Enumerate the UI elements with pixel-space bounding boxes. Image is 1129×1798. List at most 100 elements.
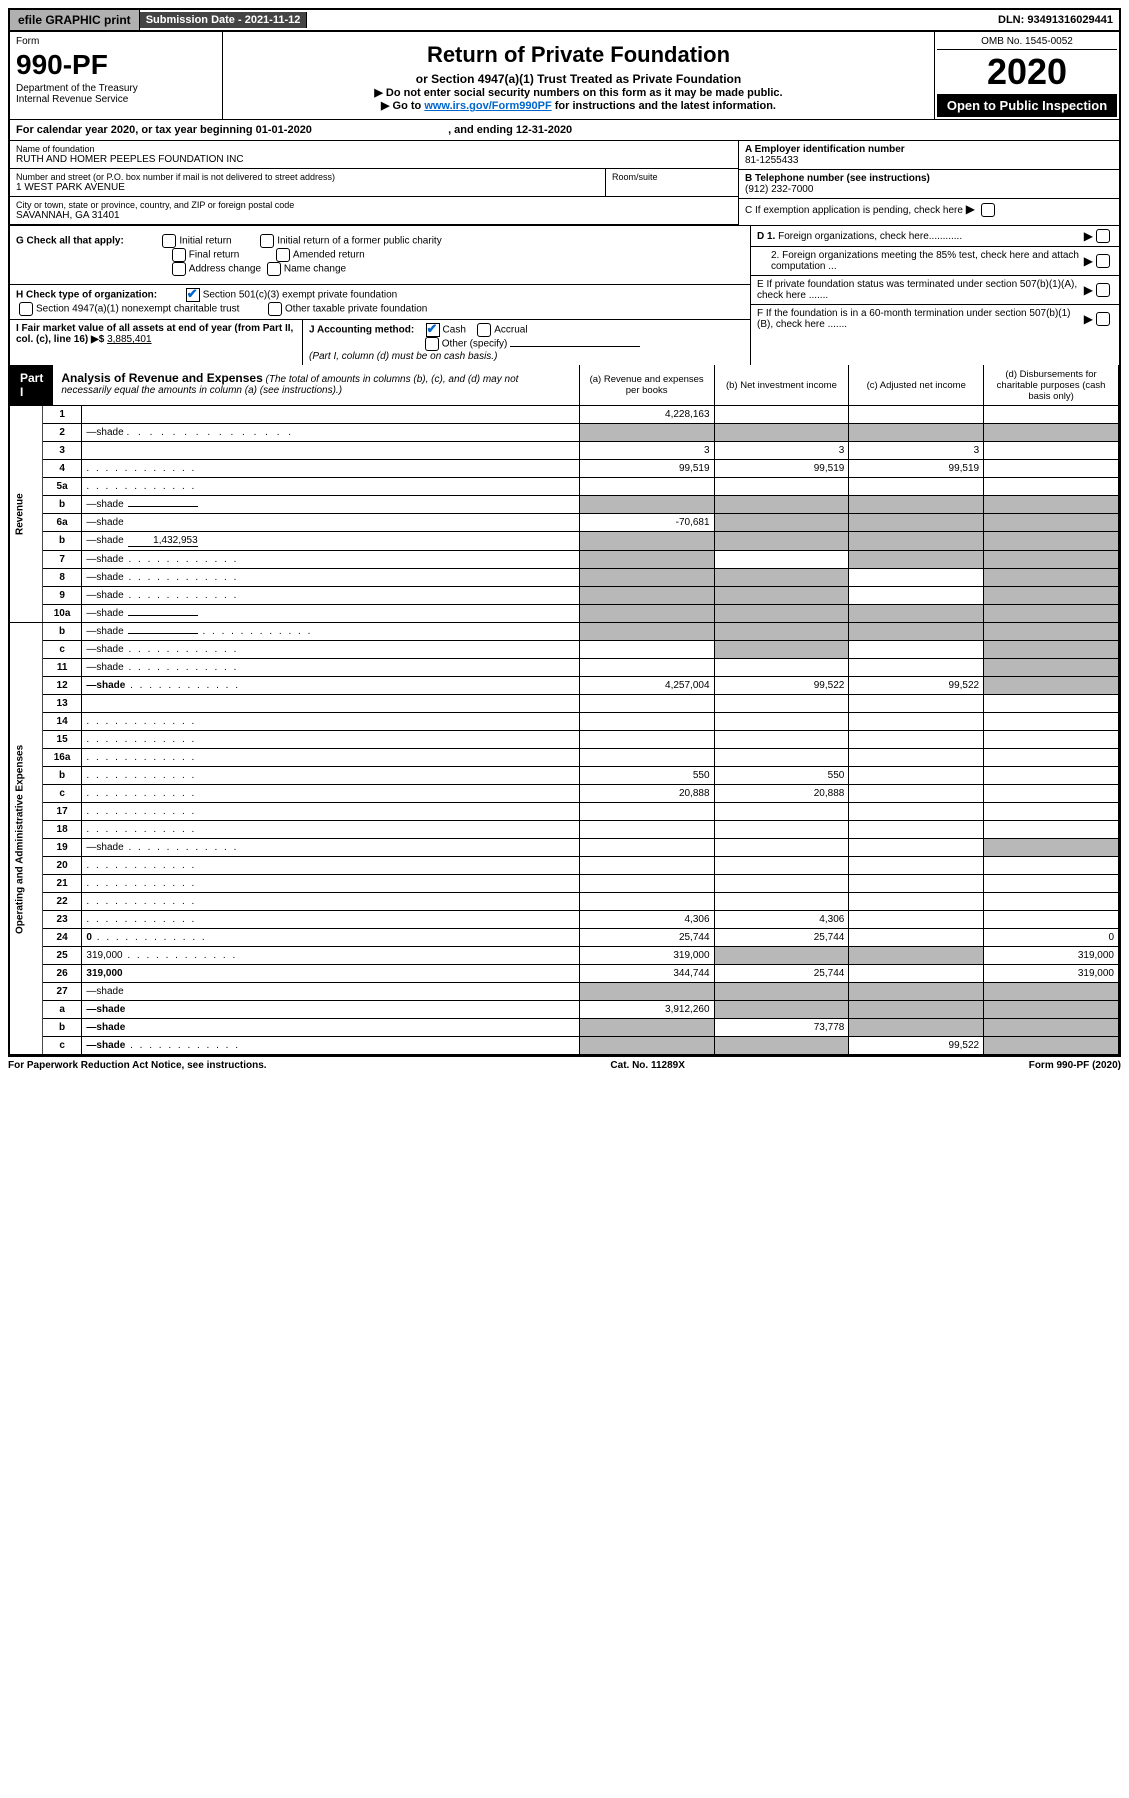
table-row: 6a—shade-70,681 — [10, 514, 1119, 532]
line-description: —shade — [82, 587, 579, 605]
table-row: 8—shade — [10, 569, 1119, 587]
col-a-value: 344,744 — [579, 965, 714, 983]
line-description: —shade — [82, 551, 579, 569]
top-bar: efile GRAPHIC print Submission Date - 20… — [8, 8, 1121, 32]
table-row: 9—shade — [10, 587, 1119, 605]
efile-print-button[interactable]: efile GRAPHIC print — [10, 10, 140, 30]
col-d-value — [984, 821, 1119, 839]
line-description — [82, 478, 579, 496]
line-number: 13 — [42, 695, 82, 713]
j-accrual-checkbox[interactable] — [477, 323, 491, 337]
col-d-value — [984, 875, 1119, 893]
col-a-value — [579, 1037, 714, 1055]
col-d-header: (d) Disbursements for charitable purpose… — [984, 365, 1119, 406]
col-b-value — [714, 713, 849, 731]
col-b-value: 99,522 — [714, 677, 849, 695]
e-checkbox[interactable] — [1096, 283, 1110, 297]
d1-checkbox[interactable] — [1096, 229, 1110, 243]
col-a-value — [579, 983, 714, 1001]
line-number: 6a — [42, 514, 82, 532]
note-2: ▶ Go to www.irs.gov/Form990PF for instru… — [229, 99, 928, 112]
dept-label: Department of the Treasury — [16, 83, 216, 94]
cal-mid: , and ending — [448, 124, 516, 136]
col-b-value — [714, 1037, 849, 1055]
col-c-value — [849, 803, 984, 821]
form-header: Form 990-PF Department of the Treasury I… — [10, 32, 1119, 120]
ein-value: 81-1255433 — [745, 155, 798, 166]
table-row: 15 — [10, 731, 1119, 749]
line-number: c — [42, 1037, 82, 1055]
col-c-value: 3 — [849, 442, 984, 460]
g-name: Name change — [284, 264, 346, 275]
col-c-value — [849, 857, 984, 875]
col-b-value — [714, 659, 849, 677]
table-row: 16a — [10, 749, 1119, 767]
g-address-checkbox[interactable] — [172, 262, 186, 276]
j-cash-checkbox[interactable] — [426, 323, 440, 337]
col-b-header: (b) Net investment income — [714, 365, 849, 406]
h-501c3-checkbox[interactable] — [186, 288, 200, 302]
part1-desc: Analysis of Revenue and Expenses (The to… — [53, 365, 578, 405]
f-cell: F If the foundation is in a 60-month ter… — [751, 305, 1119, 333]
line-description: —shade — [82, 623, 579, 641]
col-a-value — [579, 713, 714, 731]
line-number: 3 — [42, 442, 82, 460]
checks-left: G Check all that apply: Initial return I… — [10, 226, 750, 365]
addr-label: Number and street (or P.O. box number if… — [16, 172, 599, 182]
tax-year: 2020 — [937, 54, 1117, 90]
line-number: 18 — [42, 821, 82, 839]
line-description: —shade1,432,953 — [82, 532, 579, 551]
col-a-value — [579, 857, 714, 875]
g-initial-former-checkbox[interactable] — [260, 234, 274, 248]
d2-text: 2. Foreign organizations meeting the 85%… — [757, 250, 1084, 272]
line-number: 27 — [42, 983, 82, 1001]
g-final-checkbox[interactable] — [172, 248, 186, 262]
irs-link[interactable]: www.irs.gov/Form990PF — [424, 100, 551, 112]
footer-mid: Cat. No. 11289X — [610, 1060, 684, 1071]
table-row: 499,51999,51999,519 — [10, 460, 1119, 478]
col-c-value — [849, 1019, 984, 1037]
line-number: 2 — [42, 424, 82, 442]
col-d-value — [984, 749, 1119, 767]
h-other-checkbox[interactable] — [268, 302, 282, 316]
line-number: b — [42, 767, 82, 785]
col-b-value: 20,888 — [714, 785, 849, 803]
c-checkbox[interactable] — [981, 203, 995, 217]
f-checkbox[interactable] — [1096, 312, 1110, 326]
tel-label: B Telephone number (see instructions) — [745, 173, 930, 184]
col-d-value — [984, 442, 1119, 460]
col-a-value — [579, 532, 714, 551]
form-title: Return of Private Foundation — [229, 42, 928, 68]
col-b-value: 73,778 — [714, 1019, 849, 1037]
g-amended-checkbox[interactable] — [276, 248, 290, 262]
col-b-value — [714, 839, 849, 857]
j-other-checkbox[interactable] — [425, 337, 439, 351]
address: 1 WEST PARK AVENUE — [16, 182, 599, 193]
col-a-value — [579, 695, 714, 713]
d2-checkbox[interactable] — [1096, 254, 1110, 268]
arrow-icon: ▶ — [1084, 283, 1093, 297]
g-name-checkbox[interactable] — [267, 262, 281, 276]
line-number: 16a — [42, 749, 82, 767]
col-a-value — [579, 803, 714, 821]
col-a-value — [579, 731, 714, 749]
line-description: —shade — [82, 641, 579, 659]
line-number: c — [42, 785, 82, 803]
h-4947-checkbox[interactable] — [19, 302, 33, 316]
col-a-header: (a) Revenue and expenses per books — [579, 365, 714, 406]
d1-cell: D 1. Foreign organizations, check here..… — [751, 226, 1119, 247]
line-description — [82, 767, 579, 785]
h-4947: Section 4947(a)(1) nonexempt charitable … — [36, 304, 239, 315]
city-value: SAVANNAH, GA 31401 — [16, 210, 732, 221]
col-b-value: 25,744 — [714, 929, 849, 947]
col-d-value — [984, 713, 1119, 731]
g-initial-checkbox[interactable] — [162, 234, 176, 248]
line-description: —shade — [82, 496, 579, 514]
col-d-value — [984, 893, 1119, 911]
line-number: 22 — [42, 893, 82, 911]
col-c-value — [849, 569, 984, 587]
city-label: City or town, state or province, country… — [16, 200, 732, 210]
col-d-value — [984, 731, 1119, 749]
col-c-value — [849, 893, 984, 911]
col-d-value — [984, 983, 1119, 1001]
